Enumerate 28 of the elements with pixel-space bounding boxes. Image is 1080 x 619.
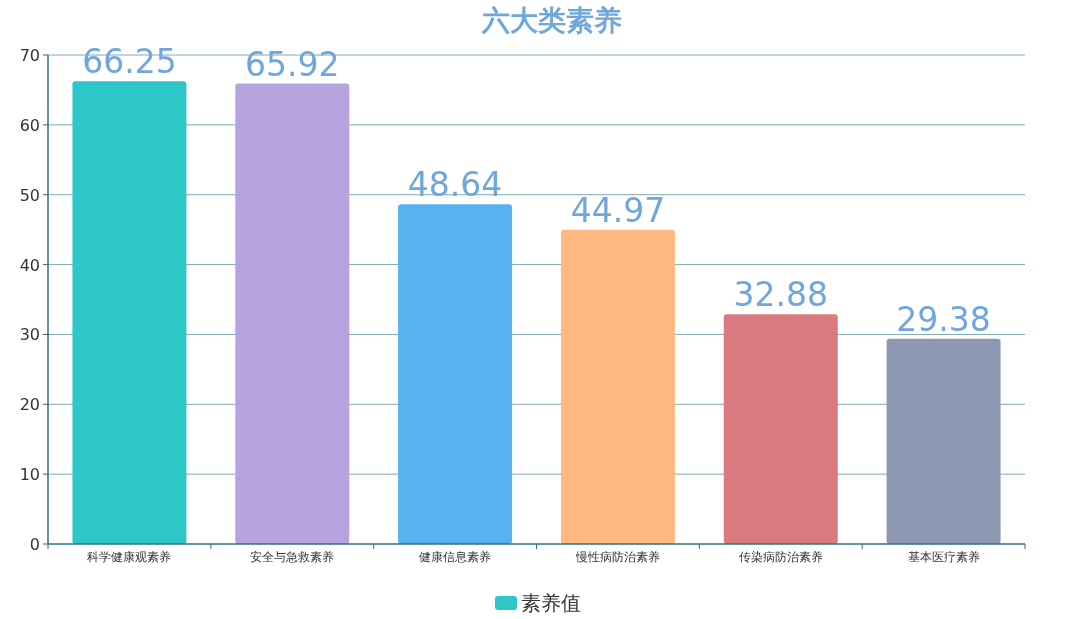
bar — [723, 314, 838, 544]
y-tick-label: 70 — [19, 46, 40, 65]
y-tick-label: 30 — [19, 325, 40, 345]
x-tick-label: 传染病防治素养 — [738, 550, 823, 564]
chart-title: 六大类素养 — [480, 4, 622, 37]
bar — [560, 229, 675, 544]
data-label: 48.64 — [407, 165, 503, 205]
bar — [72, 81, 187, 544]
y-tick-label: 0 — [29, 535, 40, 554]
bar — [886, 338, 1001, 544]
data-label: 29.38 — [896, 299, 991, 339]
legend-label: 素养值 — [521, 591, 581, 615]
y-tick-label: 40 — [19, 255, 40, 275]
x-tick-label: 健康信息素养 — [419, 550, 492, 564]
x-tick-label: 科学健康观素养 — [87, 550, 172, 564]
data-label: 32.88 — [733, 275, 828, 315]
x-tick-label: 基本医疗素养 — [907, 550, 980, 564]
data-label: 66.25 — [82, 42, 177, 82]
y-tick-label: 50 — [19, 185, 40, 205]
bar — [235, 83, 350, 544]
y-tick-label: 60 — [19, 115, 40, 135]
x-tick-label: 安全与急救素养 — [250, 550, 335, 564]
y-tick-label: 10 — [19, 465, 40, 485]
bar — [398, 204, 513, 544]
y-tick-label: 20 — [19, 395, 40, 415]
data-label: 44.97 — [570, 190, 666, 230]
x-tick-label: 慢性病防治素养 — [574, 550, 660, 564]
data-label: 65.92 — [245, 44, 340, 84]
